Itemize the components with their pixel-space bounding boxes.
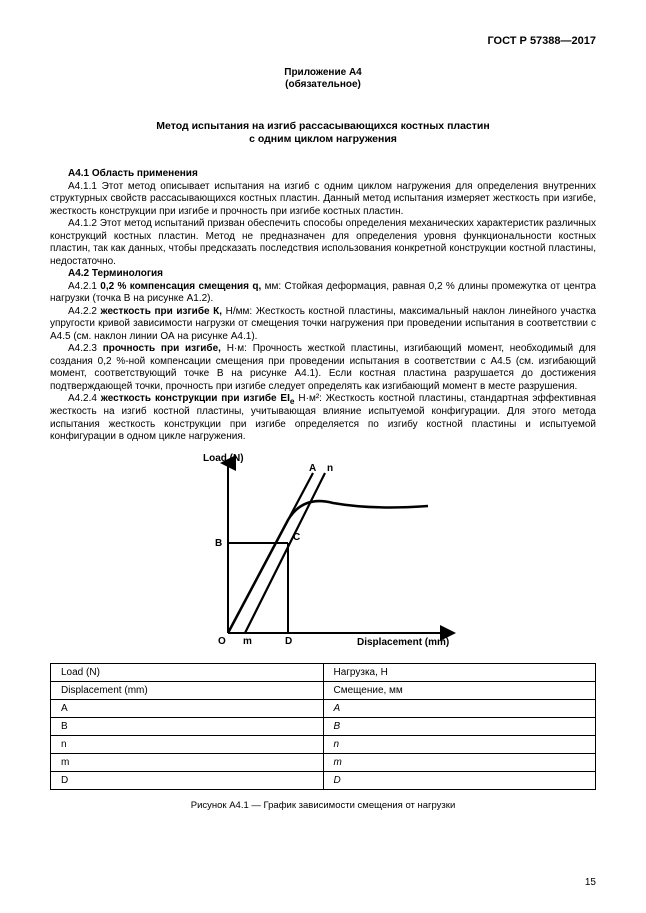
label-A: A (309, 463, 316, 474)
cell-l: D (51, 771, 324, 789)
label-O: O (218, 636, 226, 647)
chart-container: Load (N) Displacement (mm) A n B C O m D (50, 448, 596, 653)
symbol-table: Load (N)Нагрузка, Н Displacement (mm)Сме… (50, 663, 596, 790)
sec2-p3: А4.2.3 прочность при изгибе, Н·м: Прочно… (50, 343, 596, 393)
title-line2: с одним циклом нагружения (249, 133, 397, 145)
table-row: BВ (51, 717, 596, 735)
x-axis-label: Displacement (mm) (357, 637, 449, 648)
p4-term: жесткость конструкции при изгибе EI (101, 393, 290, 404)
page-number: 15 (585, 877, 596, 890)
y-axis-label: Load (N) (203, 453, 244, 464)
cell-l: Displacement (mm) (51, 681, 324, 699)
cell-r: Нагрузка, Н (323, 663, 596, 681)
label-B: B (215, 538, 222, 549)
table-row: AA (51, 699, 596, 717)
sec1-p1: А4.1.1 Этот метод описывает испытания на… (50, 181, 596, 219)
title-line1: Метод испытания на изгиб рассасывающихся… (156, 120, 489, 132)
sec2-p2: А4.2.2 жесткость при изгибе К, Н/мм: Жес… (50, 306, 596, 344)
cell-r: n (323, 735, 596, 753)
cell-r: A (323, 699, 596, 717)
appendix-heading: Приложение А4 (обязательное) (50, 67, 596, 92)
sec2-p1: А4.2.1 0,2 % компенсация смещения q, мм:… (50, 281, 596, 306)
cell-r: D (323, 771, 596, 789)
cell-l: A (51, 699, 324, 717)
sec1-p2: А4.1.2 Этот метод испытаний призван обес… (50, 218, 596, 268)
figure-caption: Рисунок А4.1 — График зависимости смещен… (50, 800, 596, 812)
p3-term: прочность при изгибе, (103, 343, 221, 354)
p1-label: А4.2.1 (68, 281, 100, 292)
cell-l: m (51, 753, 324, 771)
cell-r: В (323, 717, 596, 735)
p3-label: А4.2.3 (68, 343, 103, 354)
document-code: ГОСТ Р 57388—2017 (50, 35, 596, 49)
appendix-line2: (обязательное) (285, 79, 361, 90)
page: ГОСТ Р 57388—2017 Приложение А4 (обязате… (0, 0, 646, 913)
p2-term: жесткость при изгибе К, (101, 306, 223, 317)
sec2-heading: А4.2 Терминология (50, 268, 596, 281)
table-row: Displacement (mm)Смещение, мм (51, 681, 596, 699)
main-title: Метод испытания на изгиб рассасывающихся… (50, 120, 596, 146)
table-row: DD (51, 771, 596, 789)
label-D: D (285, 636, 292, 647)
table-row: mm (51, 753, 596, 771)
appendix-line1: Приложение А4 (284, 67, 361, 78)
sec1-heading: А4.1 Область применения (50, 168, 596, 181)
p4-label: А4.2.4 (68, 393, 101, 404)
label-m: m (243, 636, 252, 647)
label-n: n (327, 463, 333, 474)
cell-r: m (323, 753, 596, 771)
sec2-p4: А4.2.4 жесткость конструкции при изгибе … (50, 393, 596, 444)
load-displacement-chart: Load (N) Displacement (mm) A n B C O m D (173, 448, 473, 653)
label-C: C (293, 532, 300, 543)
load-curve (228, 501, 428, 633)
table-row: Load (N)Нагрузка, Н (51, 663, 596, 681)
cell-r: Смещение, мм (323, 681, 596, 699)
table-row: nn (51, 735, 596, 753)
cell-l: Load (N) (51, 663, 324, 681)
cell-l: n (51, 735, 324, 753)
p1-term: 0,2 % компенсация смещения q, (100, 281, 261, 292)
cell-l: B (51, 717, 324, 735)
line-mn (245, 473, 325, 633)
p2-label: А4.2.2 (68, 306, 101, 317)
